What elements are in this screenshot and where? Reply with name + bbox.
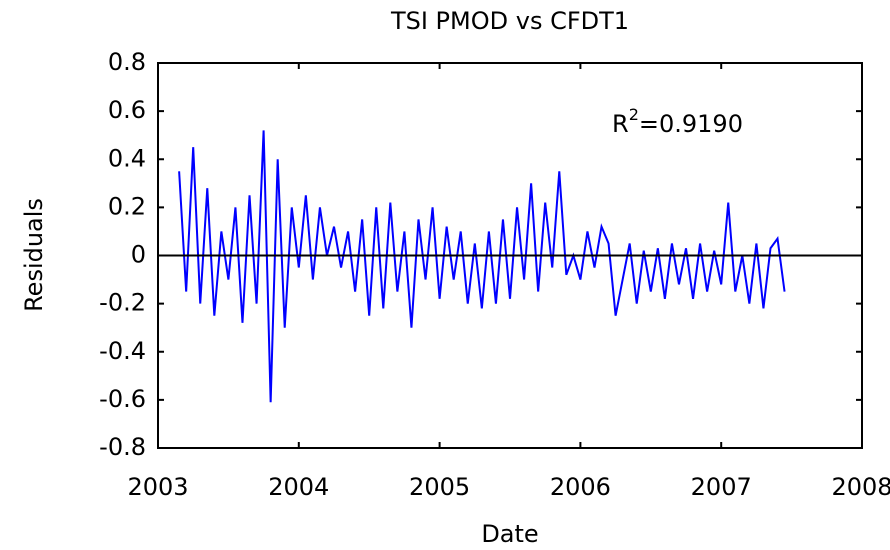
x-tick-label: 2004	[268, 473, 329, 501]
x-tick-label: 2006	[550, 473, 611, 501]
y-tick-label: 0	[131, 241, 146, 269]
x-tick-label: 2007	[691, 473, 752, 501]
data-line	[178, 130, 786, 403]
x-tick-label: 2005	[409, 473, 470, 501]
y-tick-label: -0.4	[99, 337, 146, 365]
y-tick-label: -0.2	[99, 289, 146, 317]
y-tick-label: -0.8	[99, 433, 146, 461]
x-tick-label: 2008	[831, 473, 890, 501]
x-tick-label: 2003	[127, 473, 188, 501]
y-tick-label: 0.2	[108, 192, 146, 220]
y-axis-label: Residuals	[20, 198, 48, 312]
x-axis-label: Date	[481, 520, 538, 548]
y-tick-label: 0.4	[108, 144, 146, 172]
chart-title: TSI PMOD vs CFDT1	[390, 7, 629, 35]
y-tick-label: 0.6	[108, 96, 146, 124]
y-tick-label: 0.8	[108, 48, 146, 76]
y-tick-label: -0.6	[99, 385, 146, 413]
annotation: R2=0.9190	[612, 105, 743, 139]
